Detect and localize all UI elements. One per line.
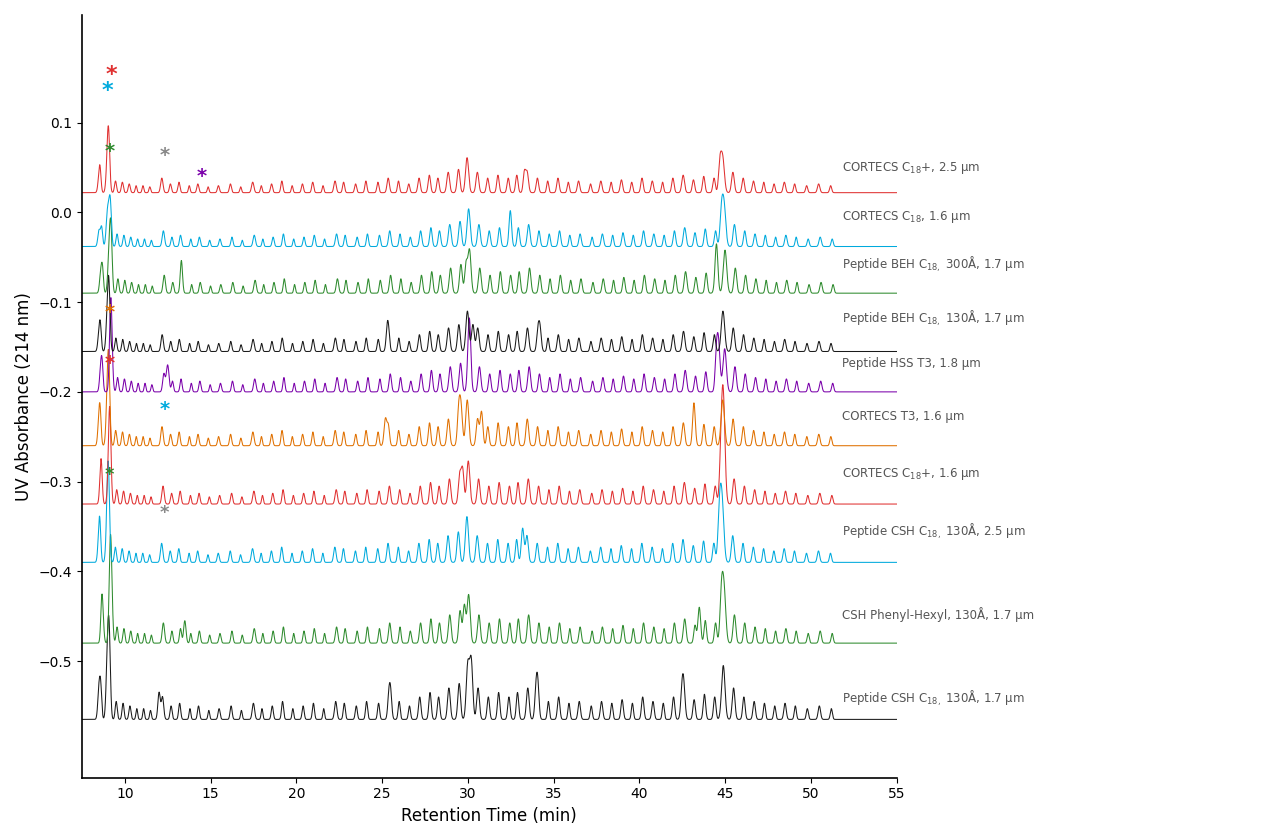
Text: CSH Phenyl-Hexyl, 130Å, 1.7 μm: CSH Phenyl-Hexyl, 130Å, 1.7 μm — [842, 607, 1034, 622]
Text: Peptide CSH C$_{18,}$ 130Å, 2.5 μm: Peptide CSH C$_{18,}$ 130Å, 2.5 μm — [842, 522, 1025, 541]
Text: Peptide HSS T3, 1.8 μm: Peptide HSS T3, 1.8 μm — [842, 357, 980, 370]
Y-axis label: UV Absorbance (214 nm): UV Absorbance (214 nm) — [15, 292, 33, 501]
Text: CORTECS C$_{18}$+, 1.6 μm: CORTECS C$_{18}$+, 1.6 μm — [842, 466, 980, 482]
Text: CORTECS C$_{18}$, 1.6 μm: CORTECS C$_{18}$, 1.6 μm — [842, 209, 970, 225]
Text: *: * — [105, 66, 116, 85]
Text: *: * — [104, 142, 114, 161]
X-axis label: Retention Time (min): Retention Time (min) — [402, 807, 577, 825]
Text: *: * — [104, 303, 114, 323]
Text: *: * — [160, 504, 169, 522]
Text: CORTECS C$_{18}$+, 2.5 μm: CORTECS C$_{18}$+, 2.5 μm — [842, 160, 980, 176]
Text: Peptide CSH C$_{18,}$ 130Å, 1.7 μm: Peptide CSH C$_{18,}$ 130Å, 1.7 μm — [842, 689, 1024, 708]
Text: Peptide BEH C$_{18,}$ 130Å, 1.7 μm: Peptide BEH C$_{18,}$ 130Å, 1.7 μm — [842, 308, 1024, 328]
Text: *: * — [197, 167, 207, 186]
Text: *: * — [159, 401, 169, 419]
Text: *: * — [159, 146, 169, 165]
Text: *: * — [104, 354, 114, 373]
Text: *: * — [105, 466, 114, 485]
Text: *: * — [102, 81, 114, 102]
Text: CORTECS T3, 1.6 μm: CORTECS T3, 1.6 μm — [842, 411, 964, 423]
Text: Peptide BEH C$_{18,}$ 300Å, 1.7 μm: Peptide BEH C$_{18,}$ 300Å, 1.7 μm — [842, 255, 1024, 274]
